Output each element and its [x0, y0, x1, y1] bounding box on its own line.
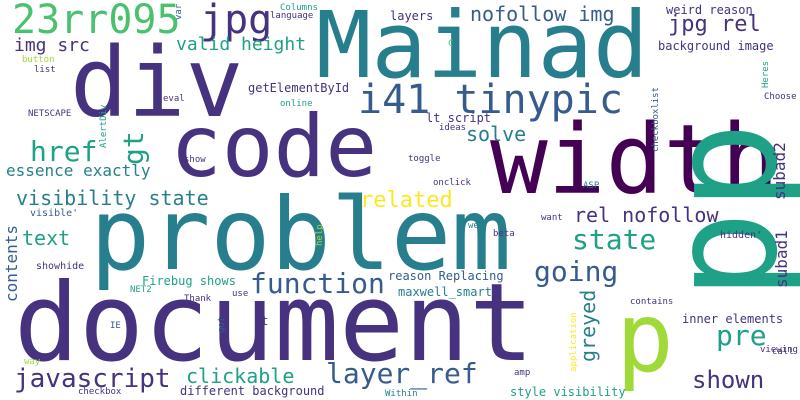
word-call: call [772, 348, 794, 357]
word-different-background: different background [180, 385, 325, 397]
word-23rr095: 23rr095 [12, 0, 181, 40]
word-jpg-rel: jpg rel [668, 14, 761, 36]
word-heres: Heres [762, 61, 771, 88]
word-alertdiv: AlertDiv [100, 105, 109, 148]
word-ideas: ideas [439, 124, 466, 133]
word-showhide: showhide [36, 262, 84, 272]
word-weird-reason: weird reason [666, 4, 753, 16]
word-rel-nofollow: rel nofollow [574, 205, 719, 225]
word-net2: NET2 [130, 286, 152, 295]
word-asp: ASP [583, 182, 599, 191]
word-gt: gt [120, 131, 148, 165]
word-within: Within [385, 390, 418, 399]
word-nofollow-img: nofollow img [470, 4, 615, 24]
word-layers: layers [390, 10, 433, 22]
word-hidden: hidden' [720, 231, 762, 241]
word-show: show [184, 156, 206, 165]
word-ie: IE [110, 322, 121, 331]
word-greyed: greyed [578, 290, 598, 362]
word-eval: eval [163, 95, 185, 104]
word-web: web [468, 222, 484, 231]
word-visible: visible' [30, 209, 78, 219]
word-state: state [572, 226, 656, 254]
word-maxwell-smart: maxwell_smart [398, 286, 492, 298]
word-c: C [448, 40, 453, 49]
word-checkboxlist: checkboxlist [652, 87, 661, 152]
word-contains: contains [630, 298, 673, 307]
word-got: got [218, 317, 227, 333]
word-valid-height: valid height [176, 36, 306, 54]
word-beta: beta [493, 230, 515, 239]
word-thank: Thank [184, 295, 211, 304]
word-reason-replacing: reason Replacing [388, 270, 504, 282]
word-online: online [280, 100, 313, 109]
word-list: list [34, 66, 56, 75]
word-solve: solve [466, 124, 526, 144]
word-firebug-shows: Firebug shows [142, 275, 236, 287]
word-subad1: subad1 [774, 230, 790, 288]
word-contents: contents [4, 225, 20, 302]
word-toggle: toggle [408, 155, 441, 164]
word-want: want [541, 214, 563, 223]
word-button: button [22, 56, 55, 65]
word-related: related [360, 190, 453, 212]
word-var: var [175, 4, 184, 20]
word-getelementbyid: getElementById [248, 82, 349, 94]
word-shown: shown [692, 368, 764, 392]
word-img-src: img src [14, 37, 90, 55]
word-text: text [22, 228, 70, 248]
word-visibility-state: visibility state [16, 188, 209, 208]
word-clickable: clickable [186, 366, 294, 386]
word-essence-exactly: essence exactly [6, 163, 151, 179]
word-checkbox: checkbox [78, 388, 121, 397]
word-background-image: background image [658, 40, 774, 52]
word-going: going [534, 258, 618, 286]
word-inner-elements: inner elements [682, 313, 783, 325]
word-layer-ref: layer_ref [326, 360, 478, 388]
word-netscape: NETSCAPE [28, 110, 71, 119]
word-help: help [316, 224, 325, 246]
word-language: language [270, 12, 313, 21]
word-style-visibility: style visibility [510, 386, 626, 398]
word-application: application [570, 312, 579, 372]
word-function: function [250, 270, 385, 298]
word-subad2: subad2 [772, 142, 788, 200]
word-pre: pre [716, 322, 767, 350]
word-way: way [24, 358, 40, 367]
word-amp: amp [514, 369, 530, 378]
word-choose: Choose [764, 93, 797, 102]
word-onclick: onclick [433, 179, 471, 188]
word-use: use [232, 290, 248, 299]
word-lt: lt [254, 315, 268, 327]
